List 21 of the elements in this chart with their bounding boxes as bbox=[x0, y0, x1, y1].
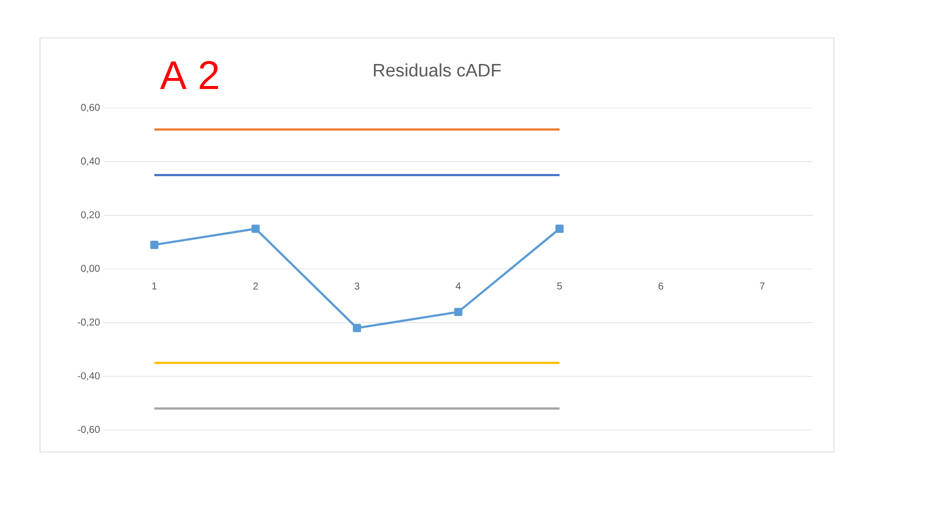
y-tick-label: 0,20 bbox=[81, 211, 100, 220]
chart-title: Residuals cADF bbox=[374, 63, 501, 77]
point bbox=[555, 224, 564, 233]
y-tick-label: -0,20 bbox=[78, 318, 100, 327]
y-tick-label: 0,00 bbox=[81, 264, 100, 274]
x-tick-label: 7 bbox=[760, 282, 764, 290]
point bbox=[252, 224, 260, 233]
x-tick-label: 1 bbox=[152, 282, 157, 290]
x-tick-label: 3 bbox=[354, 282, 360, 290]
y-tick-label: 0,60 bbox=[81, 104, 100, 112]
x-tick-label: 5 bbox=[557, 282, 562, 290]
point bbox=[352, 324, 362, 332]
point bbox=[150, 240, 158, 249]
x-tick-label: 6 bbox=[658, 282, 664, 290]
point bbox=[454, 308, 462, 316]
y-tick-label: -0,40 bbox=[78, 372, 100, 380]
x-tick-label: 4 bbox=[456, 282, 461, 290]
y-tick-label: -0,60 bbox=[78, 426, 100, 434]
text: A 2 bbox=[160, 61, 218, 89]
x-tick-label: 2 bbox=[253, 282, 258, 290]
y-tick-label: 0,40 bbox=[81, 158, 100, 166]
